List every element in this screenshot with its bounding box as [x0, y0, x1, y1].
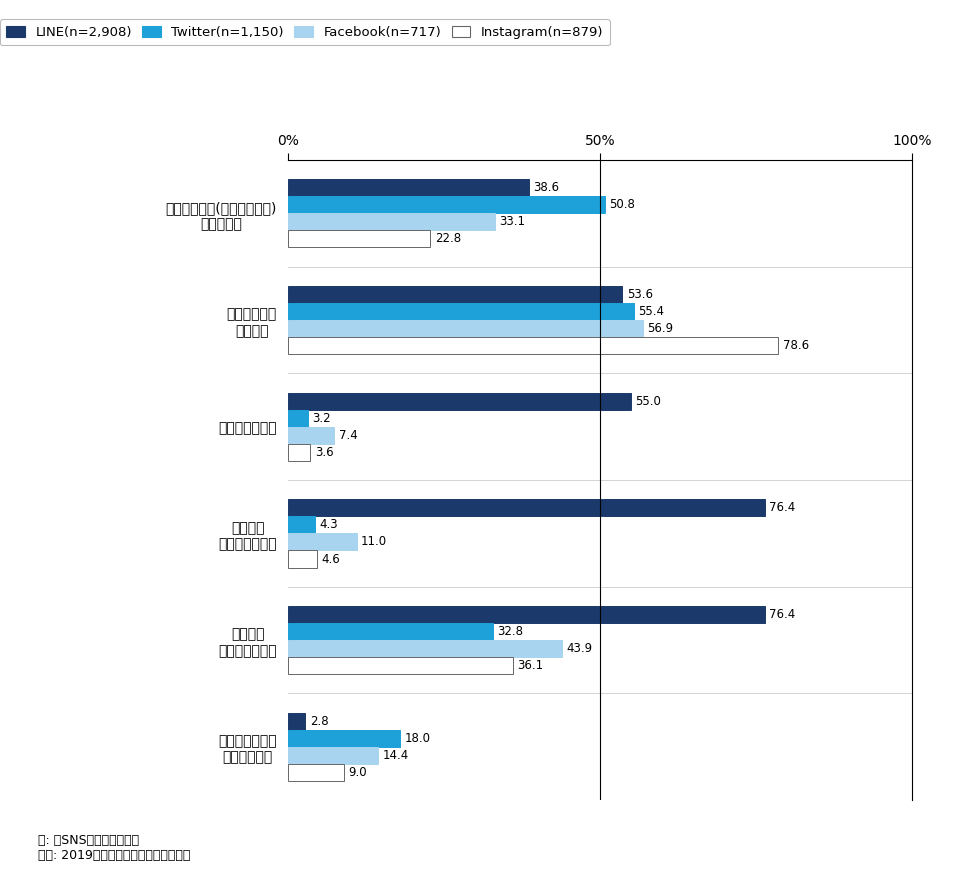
Text: 14.4: 14.4: [382, 749, 408, 762]
Bar: [288, 500, 765, 517]
Bar: [288, 393, 632, 410]
Text: 4.3: 4.3: [319, 518, 338, 532]
Text: 76.4: 76.4: [769, 608, 795, 621]
Bar: [288, 623, 492, 640]
Bar: [288, 517, 315, 533]
Bar: [288, 444, 310, 461]
Bar: [288, 747, 378, 764]
Bar: [288, 533, 357, 550]
Text: 55.0: 55.0: [636, 395, 661, 408]
Text: 50.8: 50.8: [610, 198, 636, 212]
Bar: [288, 606, 765, 623]
Bar: [288, 213, 494, 230]
Bar: [288, 286, 622, 303]
Text: 38.6: 38.6: [533, 181, 560, 195]
Bar: [288, 320, 643, 337]
Bar: [288, 303, 634, 320]
Text: 注: 各SNS発信者が回答。
出所: 2019年一般向けモバイル動向調査: 注: 各SNS発信者が回答。 出所: 2019年一般向けモバイル動向調査: [38, 835, 191, 862]
Text: 32.8: 32.8: [497, 625, 523, 638]
Bar: [288, 640, 562, 657]
Bar: [288, 657, 514, 674]
Bar: [288, 337, 779, 354]
Text: 43.9: 43.9: [566, 642, 592, 655]
Text: 33.1: 33.1: [499, 215, 525, 228]
Text: 53.6: 53.6: [627, 288, 653, 301]
Text: 78.6: 78.6: [782, 339, 809, 352]
Text: 11.0: 11.0: [361, 535, 387, 549]
Text: 56.9: 56.9: [647, 322, 674, 335]
Bar: [288, 550, 317, 567]
Text: 3.2: 3.2: [312, 412, 331, 425]
Text: 76.4: 76.4: [769, 501, 795, 515]
Text: 4.6: 4.6: [321, 552, 340, 565]
Bar: [288, 730, 400, 747]
Text: 9.0: 9.0: [348, 765, 367, 779]
Text: 7.4: 7.4: [339, 428, 357, 442]
Text: 2.8: 2.8: [310, 715, 328, 728]
Bar: [288, 427, 334, 444]
Bar: [288, 230, 430, 247]
Bar: [288, 196, 605, 213]
Text: 3.6: 3.6: [315, 445, 333, 459]
Bar: [288, 410, 308, 427]
Text: 18.0: 18.0: [405, 732, 431, 745]
Text: 55.4: 55.4: [638, 305, 664, 318]
Legend: LINE(n=2,908), Twitter(n=1,150), Facebook(n=717), Instagram(n=879): LINE(n=2,908), Twitter(n=1,150), Faceboo…: [0, 20, 610, 45]
Text: 36.1: 36.1: [517, 659, 543, 672]
Bar: [288, 713, 305, 730]
Bar: [288, 180, 529, 196]
Bar: [288, 764, 345, 781]
Text: 22.8: 22.8: [435, 232, 461, 245]
